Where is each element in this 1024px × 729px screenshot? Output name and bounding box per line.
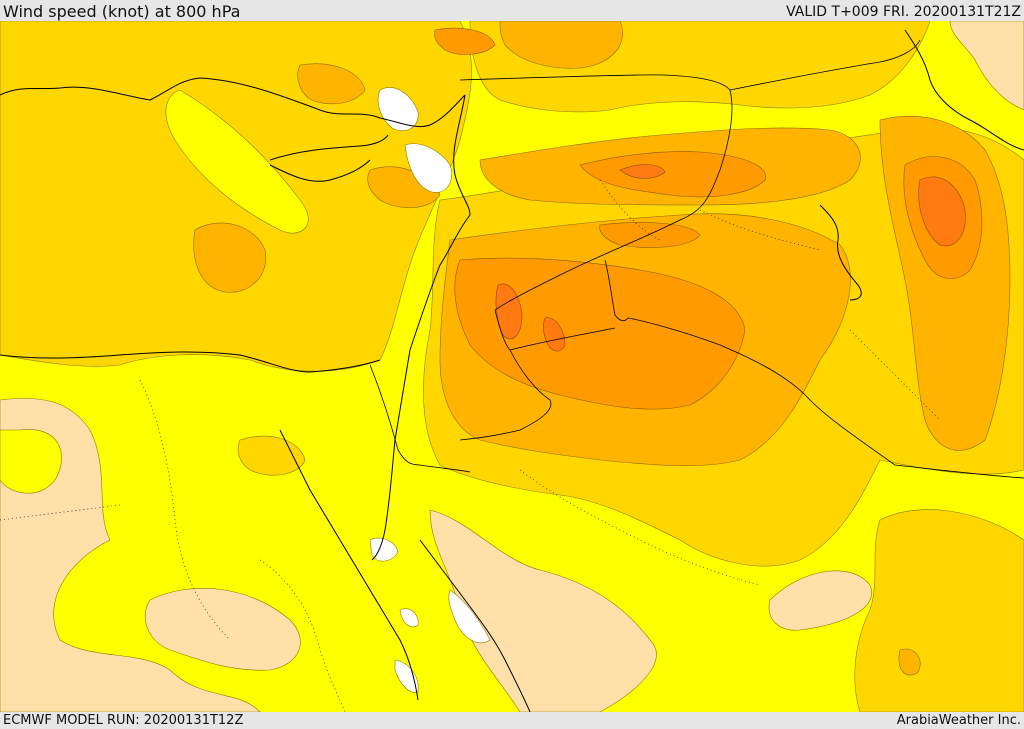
footer-bar: ECMWF MODEL RUN: 20200131T12Z ArabiaWeat… bbox=[0, 712, 1024, 729]
country-borders bbox=[369, 39, 1024, 479]
wind-speed-map bbox=[0, 21, 1024, 712]
internal-boundaries bbox=[0, 179, 941, 712]
coastlines bbox=[0, 29, 1024, 712]
no-data-patches bbox=[369, 87, 491, 693]
credit: ArabiaWeather Inc. bbox=[896, 713, 1021, 728]
header-bar: Wind speed (knot) at 800 hPa VALID T+009… bbox=[0, 0, 1024, 21]
valid-time: VALID T+009 FRI. 20200131T21Z bbox=[786, 4, 1021, 20]
map-title: Wind speed (knot) at 800 hPa bbox=[3, 2, 241, 21]
model-run: ECMWF MODEL RUN: 20200131T12Z bbox=[3, 713, 244, 728]
